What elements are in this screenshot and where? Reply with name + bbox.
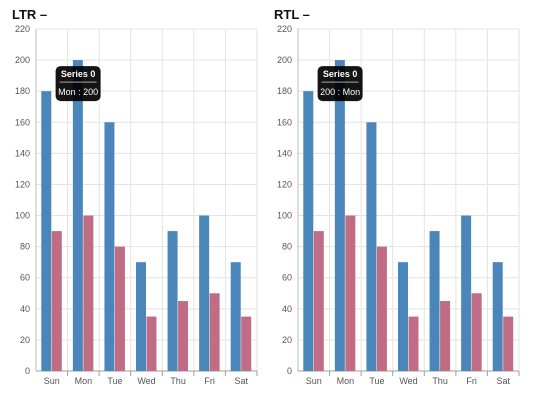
y-tick-label: 60 xyxy=(282,273,292,283)
bar-series1-sat xyxy=(241,316,252,371)
y-tick-label: 200 xyxy=(277,55,292,65)
tooltip-title: Series 0 xyxy=(323,69,358,79)
bar-series0-fri xyxy=(461,215,472,371)
bar-series0-wed xyxy=(398,262,408,371)
x-tick-label: Mon xyxy=(337,376,355,386)
bar-series1-mon xyxy=(345,215,356,371)
x-tick-label: Thu xyxy=(432,376,448,386)
y-tick-label: 20 xyxy=(20,335,30,345)
x-tick-label: Wed xyxy=(137,376,155,386)
rtl-chart-panel: RTL – 0 20 40 60 80 100 120 140 160 180 200 220 Sun M… xyxy=(262,0,526,400)
y-tick-label: 80 xyxy=(20,242,30,252)
y-tick-label: 180 xyxy=(277,86,292,96)
bar-series0-thu xyxy=(429,231,440,371)
x-tick-label: Tue xyxy=(369,376,384,386)
y-tick-label: 0 xyxy=(25,366,30,376)
bar-series0-thu xyxy=(167,231,178,371)
bar-series1-thu xyxy=(178,301,189,371)
tooltip-text: Mon : 200 xyxy=(58,87,98,97)
y-tick-label: 0 xyxy=(287,366,292,376)
bar-series0-sat xyxy=(492,262,503,371)
bar-series0-sat xyxy=(230,262,241,371)
bar-series1-sun xyxy=(51,231,62,371)
x-tick-label: Wed xyxy=(399,376,417,386)
bar-series0-sun xyxy=(41,91,52,371)
y-tick-label: 40 xyxy=(282,304,292,314)
y-tick-label: 160 xyxy=(277,117,292,127)
tooltip-title: Series 0 xyxy=(61,69,96,79)
y-tick-label: 200 xyxy=(15,55,30,65)
bar-series1-sun xyxy=(313,231,324,371)
y-tick-label: 120 xyxy=(277,179,292,189)
bar-series1-wed xyxy=(408,316,419,371)
x-tick-label: Tue xyxy=(107,376,122,386)
rtl-chart-title: RTL – xyxy=(274,7,310,22)
tooltip-box xyxy=(317,66,363,102)
bar-series0-wed xyxy=(136,262,146,371)
ltr-chart-panel: LTR – 0 20 40 60 80 100 120 140 160 180 200 220 Sun M… xyxy=(0,0,264,400)
tooltip: Series 0 200 : Mon xyxy=(317,66,363,102)
y-tick-label: 220 xyxy=(277,24,292,34)
bar-series0-sun xyxy=(303,91,314,371)
bar-series0-tue xyxy=(104,122,115,371)
x-tick-label: Sat xyxy=(234,376,248,386)
bar-series1-sat xyxy=(503,316,514,371)
rtl-bar-chart: 0 20 40 60 80 100 120 140 160 180 200 220 Sun Mon Tue W… xyxy=(277,24,520,386)
bar-series1-fri xyxy=(471,293,482,371)
bar-series0-mon xyxy=(334,60,345,371)
y-tick-label: 120 xyxy=(15,179,30,189)
x-tick-label: Sun xyxy=(306,376,322,386)
y-tick-label: 20 xyxy=(282,335,292,345)
x-tick-label: Thu xyxy=(170,376,186,386)
bar-series1-wed xyxy=(146,316,157,371)
tooltip-text: 200 : Mon xyxy=(320,87,360,97)
ltr-chart-title: LTR – xyxy=(12,7,48,22)
y-tick-label: 180 xyxy=(15,86,30,96)
bar-series0-mon xyxy=(72,60,83,371)
y-tick-label: 160 xyxy=(15,117,30,127)
x-tick-label: Sat xyxy=(496,376,510,386)
y-tick-label: 100 xyxy=(15,211,30,221)
y-tick-label: 140 xyxy=(277,148,292,158)
bar-series1-tue xyxy=(376,246,387,371)
x-tick-label: Fri xyxy=(204,376,215,386)
y-tick-label: 100 xyxy=(277,211,292,221)
x-tick-label: Mon xyxy=(75,376,93,386)
bar-series1-mon xyxy=(83,215,94,371)
x-tick-label: Fri xyxy=(466,376,477,386)
y-tick-label: 40 xyxy=(20,304,30,314)
bar-series0-fri xyxy=(199,215,210,371)
tooltip: Series 0 Mon : 200 xyxy=(55,66,101,102)
x-tick-label: Sun xyxy=(44,376,60,386)
y-tick-label: 60 xyxy=(20,273,30,283)
y-tick-label: 140 xyxy=(15,148,30,158)
tooltip-box xyxy=(55,66,101,102)
y-tick-label: 220 xyxy=(15,24,30,34)
ltr-bar-chart: 0 20 40 60 80 100 120 140 160 180 200 220 Sun Mon Tue W… xyxy=(15,24,258,386)
y-tick-label: 80 xyxy=(282,242,292,252)
bar-series0-tue xyxy=(366,122,377,371)
bar-series1-tue xyxy=(114,246,125,371)
bar-series1-thu xyxy=(440,301,451,371)
bar-series1-fri xyxy=(209,293,220,371)
